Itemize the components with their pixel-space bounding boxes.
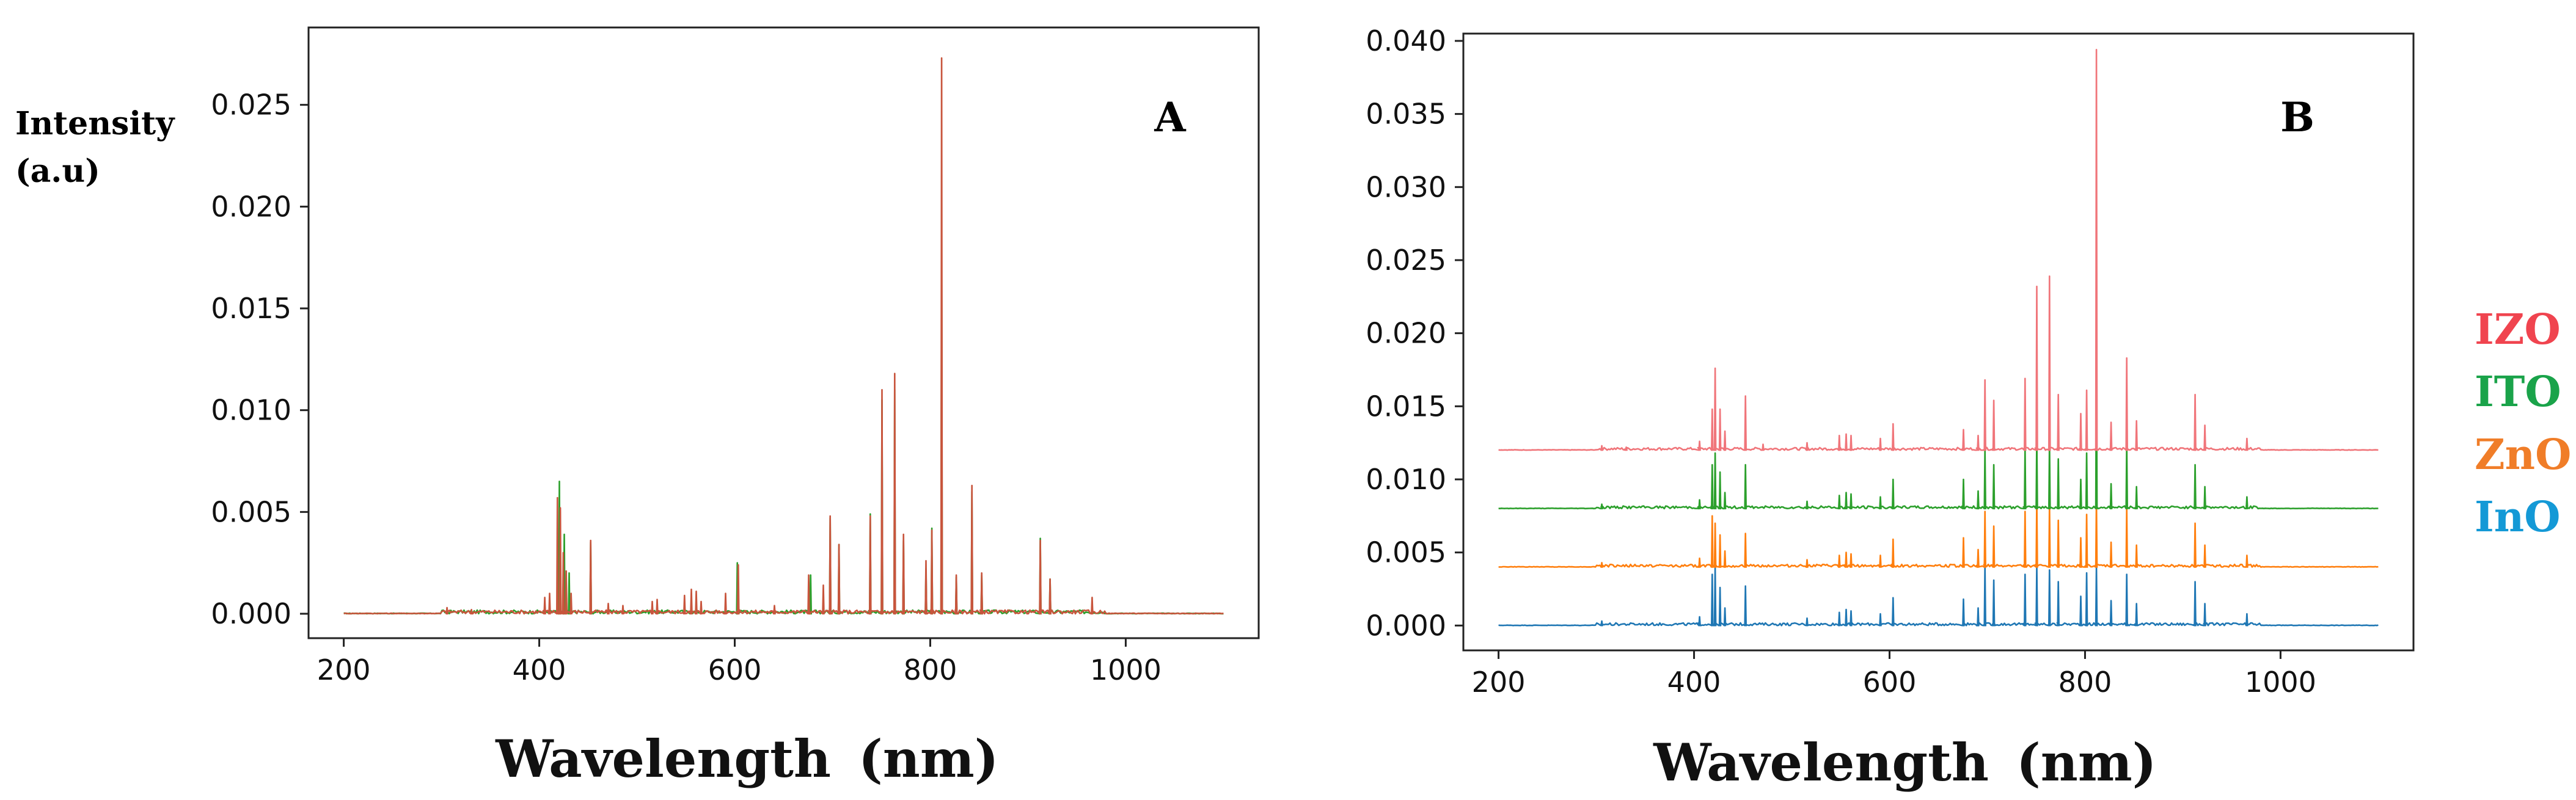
panel-b-y-tick-label: 0.005 xyxy=(1366,536,1446,569)
legend-entry-ino: InO xyxy=(2475,493,2560,542)
panel-b-y-tick-label: 0.020 xyxy=(1366,317,1446,350)
panel-a-plot-frame xyxy=(307,26,1260,639)
panel-b: 200 400 600 800 1000 0.000 0.005 0.010 0.015 0.02… xyxy=(1366,24,2415,793)
panel-b-x-tick-label: 200 xyxy=(1472,666,1526,699)
panel-b-y-tick-label: 0.015 xyxy=(1366,390,1446,423)
legend-entry-zno: ZnO xyxy=(2475,431,2571,479)
panel-b-y-tick-label: 0.025 xyxy=(1366,244,1446,277)
panel-a-x-axis-title-word: Wavelength xyxy=(495,729,831,789)
panel-a-x-tick-label: 600 xyxy=(708,653,762,686)
panel-b-y-tick-label: 0.010 xyxy=(1366,463,1446,496)
panel-b-y-tick-label: 0.030 xyxy=(1366,170,1446,203)
panel-a-label: A xyxy=(1154,93,1186,141)
panel-a-y-tick-label: 0.005 xyxy=(211,495,291,528)
panel-b-x-axis-title-word: Wavelength xyxy=(1653,732,1989,793)
panel-a-y-tick-label: 0.020 xyxy=(211,190,291,223)
panel-a-y-tick-label: 0.025 xyxy=(211,89,291,122)
panel-a: 200 400 600 800 1000 0.000 0.005 0.010 0.015 0.02… xyxy=(15,26,1260,789)
panel-b-plot-frame xyxy=(1462,32,2415,652)
panel-b-x-tick-label: 800 xyxy=(2058,666,2112,699)
panel-a-series-ito xyxy=(343,236,1224,615)
legend-entry-ito: ITO xyxy=(2475,368,2561,416)
panel-b-series-ito xyxy=(1498,344,2379,510)
panel-b-x-axis-title-unit: (nm) xyxy=(2016,732,2156,793)
panel-a-x-tick-label: 1000 xyxy=(1090,653,1162,686)
panel-b-x-tick-label: 600 xyxy=(1863,666,1917,699)
legend: IZO ITO ZnO InO xyxy=(2475,305,2571,542)
panel-a-x-tick-label: 800 xyxy=(904,653,957,686)
panel-a-y-axis-title-line1: Intensity xyxy=(15,105,175,142)
panel-a-y-axis-title-line2: (a.u) xyxy=(15,153,100,190)
panel-b-axes: 200 400 600 800 1000 0.000 0.005 0.010 0.015 0.02… xyxy=(1366,24,2316,699)
panel-b-y-tick-label: 0.035 xyxy=(1366,98,1446,131)
panel-b-x-tick-label: 1000 xyxy=(2245,666,2316,699)
panel-a-x-axis-title-unit: (nm) xyxy=(858,729,998,789)
panel-b-y-tick-label: 0.040 xyxy=(1366,24,1446,57)
panel-a-axes: 200 400 600 800 1000 0.000 0.005 0.010 0.015 0.02… xyxy=(211,89,1162,686)
panel-a-x-tick-label: 400 xyxy=(513,653,566,686)
legend-entry-izo: IZO xyxy=(2475,305,2561,354)
panel-b-x-tick-label: 400 xyxy=(1667,666,1721,699)
panel-b-series-izo xyxy=(1498,49,2379,451)
panel-a-series-combined xyxy=(343,57,1224,615)
panel-b-series-ino xyxy=(1498,566,2379,627)
panel-b-label: B xyxy=(2280,93,2314,141)
panel-a-x-tick-label: 200 xyxy=(317,653,371,686)
panel-a-y-tick-label: 0.015 xyxy=(211,292,291,325)
panel-b-y-tick-label: 0.000 xyxy=(1366,609,1446,642)
panel-b-series-group xyxy=(1498,49,2379,627)
panel-a-series-group xyxy=(343,57,1224,615)
panel-a-y-tick-label: 0.010 xyxy=(211,394,291,427)
panel-b-series-zno xyxy=(1498,500,2379,568)
panel-a-y-tick-label: 0.000 xyxy=(211,597,291,630)
